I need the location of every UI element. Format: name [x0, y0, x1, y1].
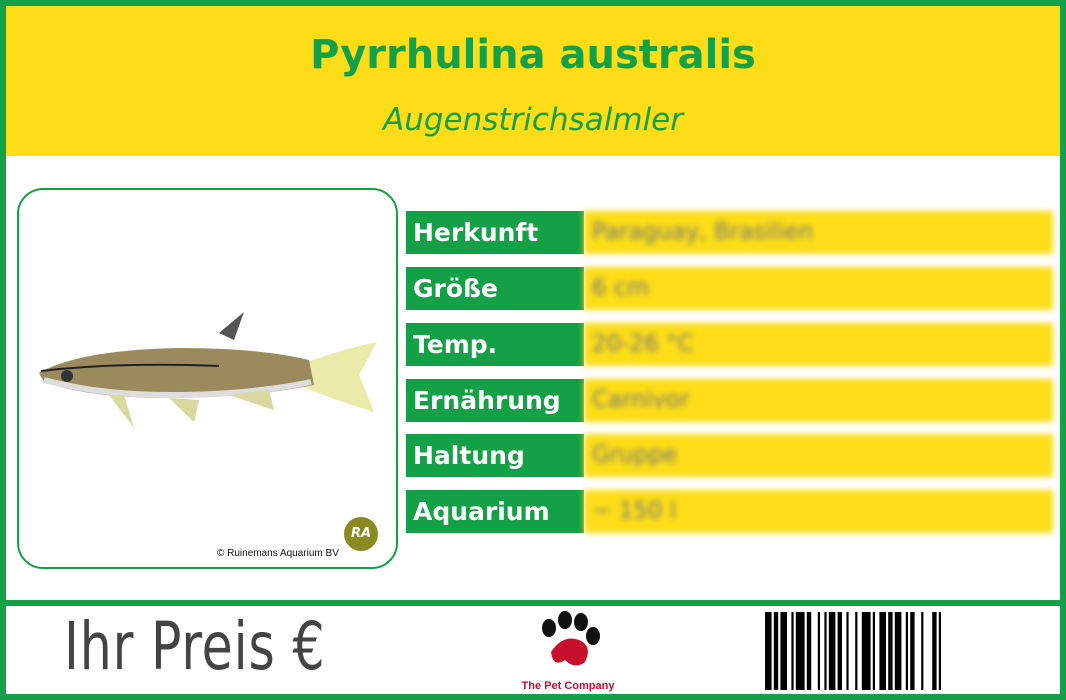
fact-value: Carnivor	[584, 379, 1053, 422]
price-label: Ihr Preis €	[64, 608, 326, 685]
footer-divider	[6, 600, 1060, 606]
header: Pyrrhulina australis Augenstrichsalmler	[6, 6, 1060, 156]
barcode-bar	[837, 612, 842, 690]
barcode-bar	[855, 612, 858, 690]
barcode-bar	[795, 612, 805, 690]
barcode-bar	[791, 612, 794, 690]
photo-credit: © Ruinemans Aquarium BV	[217, 548, 339, 559]
fact-row-diet: Ernährung Carnivor	[406, 379, 1053, 422]
barcode-bar	[888, 612, 893, 690]
brand-name: The Pet Company	[521, 680, 615, 692]
barcode-bar	[824, 612, 827, 690]
fact-row-aquarium: Aquarium ~ 150 l	[406, 490, 1053, 533]
common-name: Augenstrichsalmler	[383, 102, 683, 138]
barcode-bar	[938, 612, 941, 690]
fact-label: Temp.	[406, 323, 584, 366]
fact-label: Ernährung	[406, 379, 584, 422]
fact-label: Aquarium	[406, 490, 584, 533]
fact-value: 6 cm	[584, 267, 1053, 310]
barcode-bar	[806, 612, 812, 690]
fish-image	[39, 312, 377, 428]
pet-company-logo: The Pet Company	[513, 610, 623, 694]
fact-label: Haltung	[406, 434, 584, 477]
barcode-bar	[846, 612, 849, 690]
fact-value: ~ 150 l	[584, 490, 1053, 533]
barcode-bar	[780, 612, 787, 690]
barcode-bar	[879, 612, 886, 690]
barcode-bar	[894, 612, 902, 690]
barcode-bar	[765, 612, 772, 690]
barcode-bar	[910, 612, 915, 690]
species-name: Pyrrhulina australis	[310, 32, 756, 78]
fact-value: Paraguay, Brasilien	[584, 211, 1053, 254]
fact-row-keeping: Haltung Gruppe	[406, 434, 1053, 477]
barcode-bar	[817, 612, 820, 690]
fact-value: 20-26 °C	[584, 323, 1053, 366]
barcode	[765, 612, 941, 690]
fact-row-size: Größe 6 cm	[406, 267, 1053, 310]
paw-icon	[542, 611, 600, 666]
fact-label: Herkunft	[406, 211, 584, 254]
fact-label: Größe	[406, 267, 584, 310]
barcode-bar	[861, 612, 871, 690]
fact-row-temperature: Temp. 20-26 °C	[406, 323, 1053, 366]
fact-row-origin: Herkunft Paraguay, Brasilien	[406, 211, 1053, 254]
barcode-bar	[932, 612, 937, 690]
barcode-bar	[921, 612, 924, 690]
barcode-bar	[872, 612, 875, 690]
fact-value: Gruppe	[584, 434, 1053, 477]
fish-photo: RA © Ruinemans Aquarium BV	[17, 188, 398, 569]
barcode-bar	[905, 612, 908, 690]
barcode-bar	[773, 612, 779, 690]
ruinemans-logo: RA	[344, 517, 378, 551]
barcode-bar	[828, 612, 836, 690]
